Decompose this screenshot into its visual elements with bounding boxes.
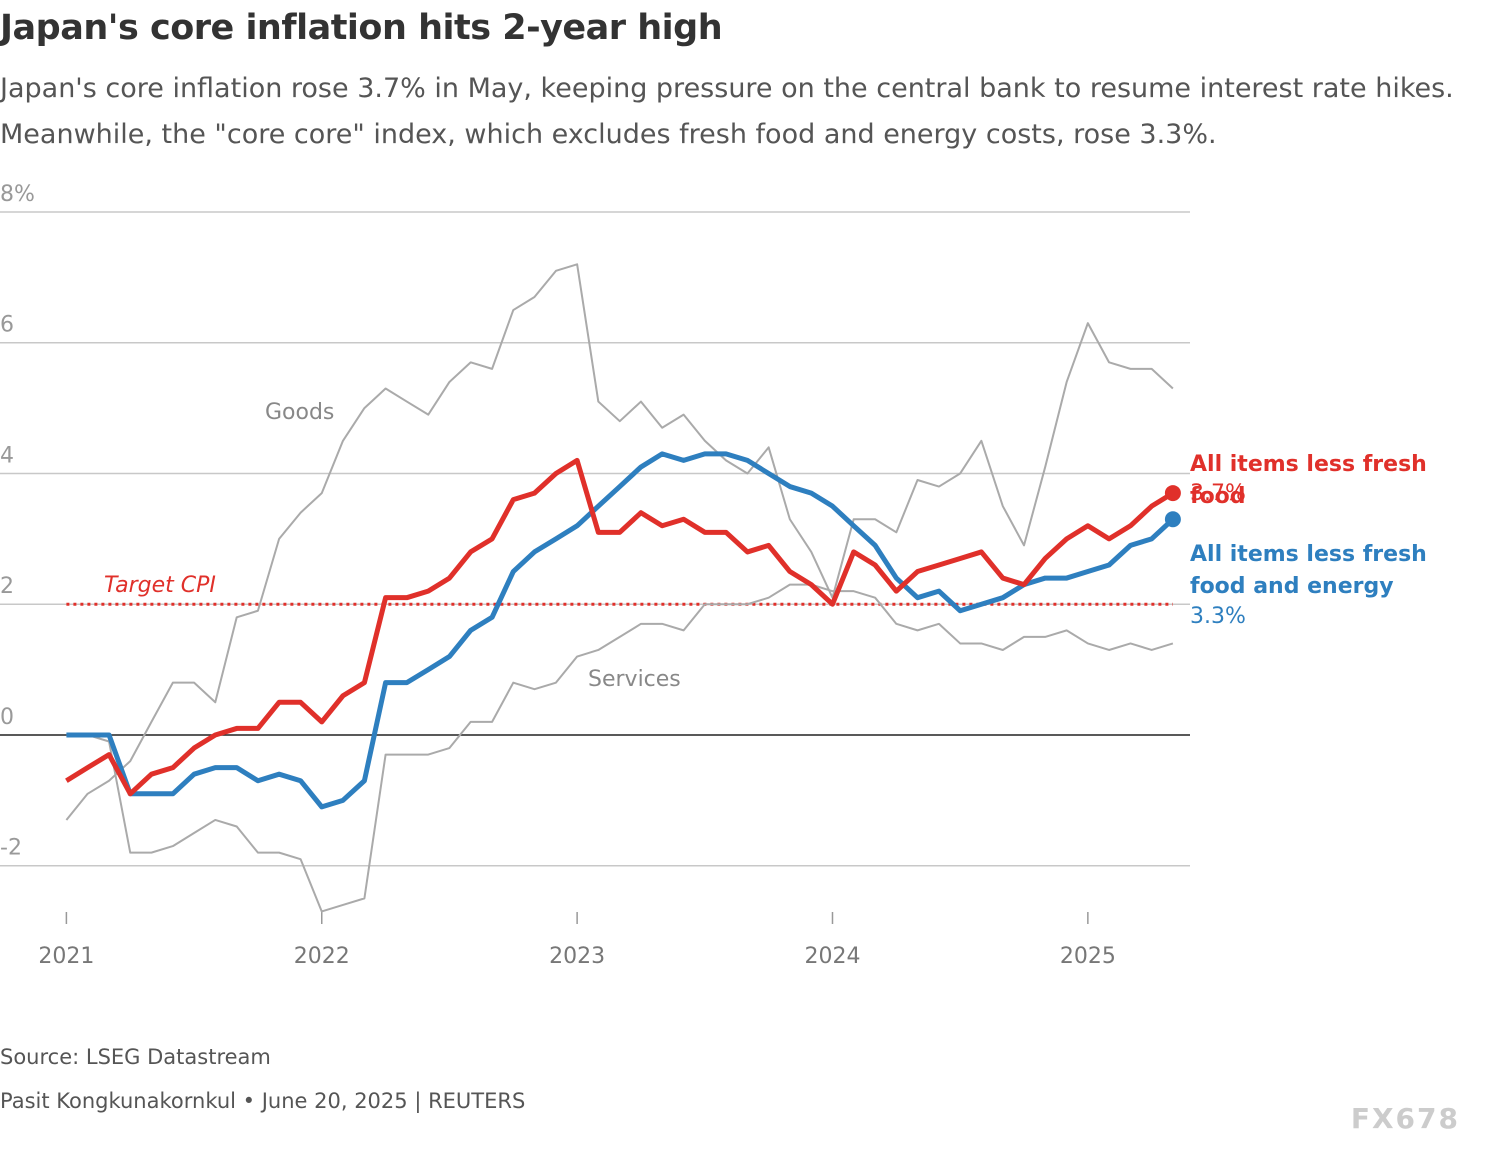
series-line bbox=[65, 457, 1175, 797]
source: Source: LSEG Datastream bbox=[0, 1045, 271, 1069]
y-tick-label: 4 bbox=[0, 443, 14, 468]
y-tick-label: 8% bbox=[0, 182, 35, 207]
series-label: All items less fresh food bbox=[1190, 452, 1427, 509]
x-tick-label: 2022 bbox=[294, 944, 350, 969]
y-tick-label: 2 bbox=[0, 574, 14, 599]
x-tick-label: 2024 bbox=[804, 944, 860, 969]
series-line bbox=[65, 263, 1174, 821]
y-tick-label: -2 bbox=[0, 836, 22, 861]
x-tick-label: 2025 bbox=[1060, 944, 1116, 969]
y-tick-label: 0 bbox=[0, 705, 14, 730]
x-tick-label: 2021 bbox=[38, 944, 94, 969]
watermark: FX678 bbox=[1350, 1102, 1460, 1135]
chart-subtitle: Japan's core inflation rose 3.7% in May,… bbox=[0, 73, 1454, 150]
y-tick-label: 6 bbox=[0, 313, 14, 338]
series-line bbox=[66, 583, 1174, 913]
end-dot bbox=[1164, 511, 1181, 528]
x-tick-label: 2023 bbox=[549, 944, 605, 969]
reference-label: Target CPI bbox=[104, 573, 216, 598]
series-label: Goods bbox=[265, 400, 334, 425]
series-line bbox=[66, 451, 1175, 810]
series-label: All items less fresh food and energy bbox=[1190, 542, 1427, 599]
chart-title: Japan's core inflation hits 2-year high bbox=[0, 8, 723, 48]
series-label: Services bbox=[588, 667, 681, 692]
value-label: 3.3% bbox=[1190, 604, 1246, 629]
value-label: 3.7% bbox=[1190, 481, 1246, 506]
end-dot bbox=[1164, 485, 1181, 502]
byline: Pasit Kongkunakornkul • June 20, 2025 | … bbox=[0, 1089, 526, 1113]
